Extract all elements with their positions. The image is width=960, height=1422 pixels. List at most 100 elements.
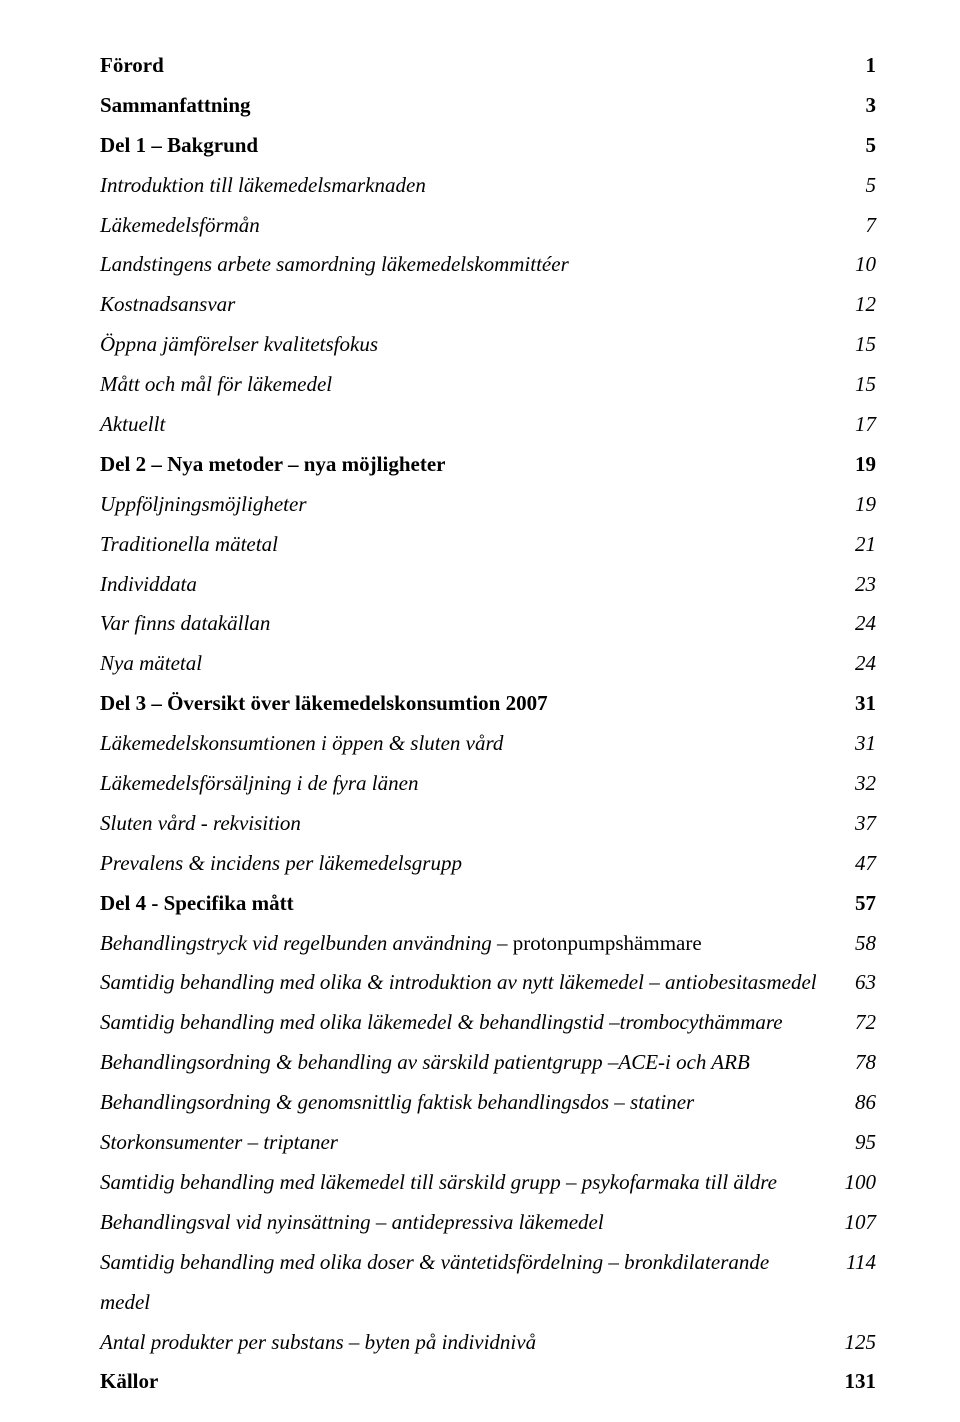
toc-page-number: 107 <box>836 1203 876 1243</box>
toc-entry: Behandlingsval vid nyinsättning – antide… <box>100 1203 876 1243</box>
toc-label: Behandlingsordning & genomsnittlig fakti… <box>100 1083 836 1123</box>
toc-label: Storkonsumenter – triptaner <box>100 1123 836 1163</box>
toc-label: Samtidig behandling med olika läkemedel … <box>100 1003 836 1043</box>
toc-entry: Var finns datakällan 24 <box>100 604 876 644</box>
toc-label: Del 3 – Översikt över läkemedelskonsumti… <box>100 684 836 724</box>
toc-page-number: 24 <box>836 604 876 644</box>
toc-label: Introduktion till läkemedelsmarknaden <box>100 166 836 206</box>
toc-label: Läkemedelskonsumtionen i öppen & sluten … <box>100 724 836 764</box>
toc-label: Sammanfattning <box>100 86 836 126</box>
toc-entry: Mått och mål för läkemedel 15 <box>100 365 876 405</box>
toc-page-number: 23 <box>836 565 876 605</box>
toc-page-number: 31 <box>836 684 876 724</box>
toc-label: Kostnadsansvar <box>100 285 836 325</box>
toc-label: Del 2 – Nya metoder – nya möjligheter <box>100 445 836 485</box>
toc-page-number: 31 <box>836 724 876 764</box>
toc-entry: Uppföljningsmöjligheter 19 <box>100 485 876 525</box>
toc-label-prefix: Behandlingstryck vid regelbunden användn… <box>100 931 513 955</box>
toc-page: Förord 1 Sammanfattning 3 Del 1 – Bakgru… <box>0 0 960 1422</box>
toc-label: Del 1 – Bakgrund <box>100 126 836 166</box>
toc-entry: Behandlingsordning & genomsnittlig fakti… <box>100 1083 876 1123</box>
toc-page-number: 37 <box>836 804 876 844</box>
toc-entry: Traditionella mätetal 21 <box>100 525 876 565</box>
toc-label: Antal produkter per substans – byten på … <box>100 1323 836 1363</box>
toc-entry: Samtidig behandling med olika doser & vä… <box>100 1243 876 1323</box>
toc-entry: Läkemedelsförmån 7 <box>100 206 876 246</box>
toc-label: Nya mätetal <box>100 644 836 684</box>
toc-label: Behandlingsval vid nyinsättning – antide… <box>100 1203 836 1243</box>
toc-label: Individdata <box>100 565 836 605</box>
toc-page-number: 10 <box>836 245 876 285</box>
toc-entry: Kostnadsansvar 12 <box>100 285 876 325</box>
toc-page-number: 5 <box>836 126 876 166</box>
toc-entry: Aktuellt 17 <box>100 405 876 445</box>
toc-label: Var finns datakällan <box>100 604 836 644</box>
toc-page-number: 95 <box>836 1123 876 1163</box>
toc-entry: Del 1 – Bakgrund 5 <box>100 126 876 166</box>
toc-entry: Källor 131 <box>100 1362 876 1402</box>
toc-label-suffix: protonpumpshämmare <box>513 931 702 955</box>
toc-label: Källor <box>100 1362 836 1402</box>
toc-page-number: 12 <box>836 285 876 325</box>
toc-entry: Nya mätetal 24 <box>100 644 876 684</box>
toc-page-number: 24 <box>836 644 876 684</box>
toc-page-number: 7 <box>836 206 876 246</box>
toc-entry: Individdata 23 <box>100 565 876 605</box>
toc-page-number: 63 <box>836 963 876 1003</box>
toc-entry: Antal produkter per substans – byten på … <box>100 1323 876 1363</box>
toc-entry: Läkemedelsförsäljning i de fyra länen 32 <box>100 764 876 804</box>
toc-entry: Sammanfattning 3 <box>100 86 876 126</box>
toc-page-number: 47 <box>836 844 876 884</box>
toc-entry: Behandlingsordning & behandling av särsk… <box>100 1043 876 1083</box>
toc-page-number: 19 <box>836 445 876 485</box>
toc-page-number: 131 <box>836 1362 876 1402</box>
toc-label: Behandlingsordning & behandling av särsk… <box>100 1043 836 1083</box>
toc-entry: Samtidig behandling med olika läkemedel … <box>100 1003 876 1043</box>
toc-page-number: 114 <box>836 1243 876 1283</box>
toc-page-number: 72 <box>836 1003 876 1043</box>
toc-label: Traditionella mätetal <box>100 525 836 565</box>
toc-entry: Introduktion till läkemedelsmarknaden 5 <box>100 166 876 206</box>
toc-label: Aktuellt <box>100 405 836 445</box>
toc-entry: Samtidig behandling med läkemedel till s… <box>100 1163 876 1203</box>
toc-page-number: 15 <box>836 365 876 405</box>
toc-page-number: 86 <box>836 1083 876 1123</box>
toc-label: Behandlingstryck vid regelbunden användn… <box>100 924 836 964</box>
toc-entry: Del 4 - Specifika mått 57 <box>100 884 876 924</box>
toc-page-number: 100 <box>836 1163 876 1203</box>
toc-page-number: 19 <box>836 485 876 525</box>
toc-page-number: 15 <box>836 325 876 365</box>
toc-label: Öppna jämförelser kvalitetsfokus <box>100 325 836 365</box>
toc-entry: Samtidig behandling med olika & introduk… <box>100 963 876 1003</box>
toc-page-number: 125 <box>836 1323 876 1363</box>
toc-entry: Storkonsumenter – triptaner 95 <box>100 1123 876 1163</box>
toc-entry: Del 3 – Översikt över läkemedelskonsumti… <box>100 684 876 724</box>
toc-label: Prevalens & incidens per läkemedelsgrupp <box>100 844 836 884</box>
toc-label: Uppföljningsmöjligheter <box>100 485 836 525</box>
toc-label: Läkemedelsförmån <box>100 206 836 246</box>
toc-entry: Förord 1 <box>100 46 876 86</box>
toc-entry: Läkemedelskonsumtionen i öppen & sluten … <box>100 724 876 764</box>
toc-page-number: 1 <box>836 46 876 86</box>
toc-label: Förord <box>100 46 836 86</box>
toc-entry: Sluten vård - rekvisition 37 <box>100 804 876 844</box>
toc-page-number: 32 <box>836 764 876 804</box>
toc-page-number: 3 <box>836 86 876 126</box>
toc-label: Samtidig behandling med olika & introduk… <box>100 963 836 1003</box>
toc-label: Sluten vård - rekvisition <box>100 804 836 844</box>
toc-label: Mått och mål för läkemedel <box>100 365 836 405</box>
toc-entry: Del 2 – Nya metoder – nya möjligheter 19 <box>100 445 876 485</box>
toc-label: Läkemedelsförsäljning i de fyra länen <box>100 764 836 804</box>
toc-page-number: 21 <box>836 525 876 565</box>
toc-entry: Behandlingstryck vid regelbunden användn… <box>100 924 876 964</box>
toc-page-number: 5 <box>836 166 876 206</box>
toc-page-number: 17 <box>836 405 876 445</box>
toc-entry: Landstingens arbete samordning läkemedel… <box>100 245 876 285</box>
toc-label: Del 4 - Specifika mått <box>100 884 836 924</box>
toc-page-number: 78 <box>836 1043 876 1083</box>
toc-page-number: 57 <box>836 884 876 924</box>
toc-label: Samtidig behandling med läkemedel till s… <box>100 1163 836 1203</box>
toc-label: Samtidig behandling med olika doser & vä… <box>100 1243 836 1323</box>
toc-label: Landstingens arbete samordning läkemedel… <box>100 245 836 285</box>
toc-page-number: 58 <box>836 924 876 964</box>
